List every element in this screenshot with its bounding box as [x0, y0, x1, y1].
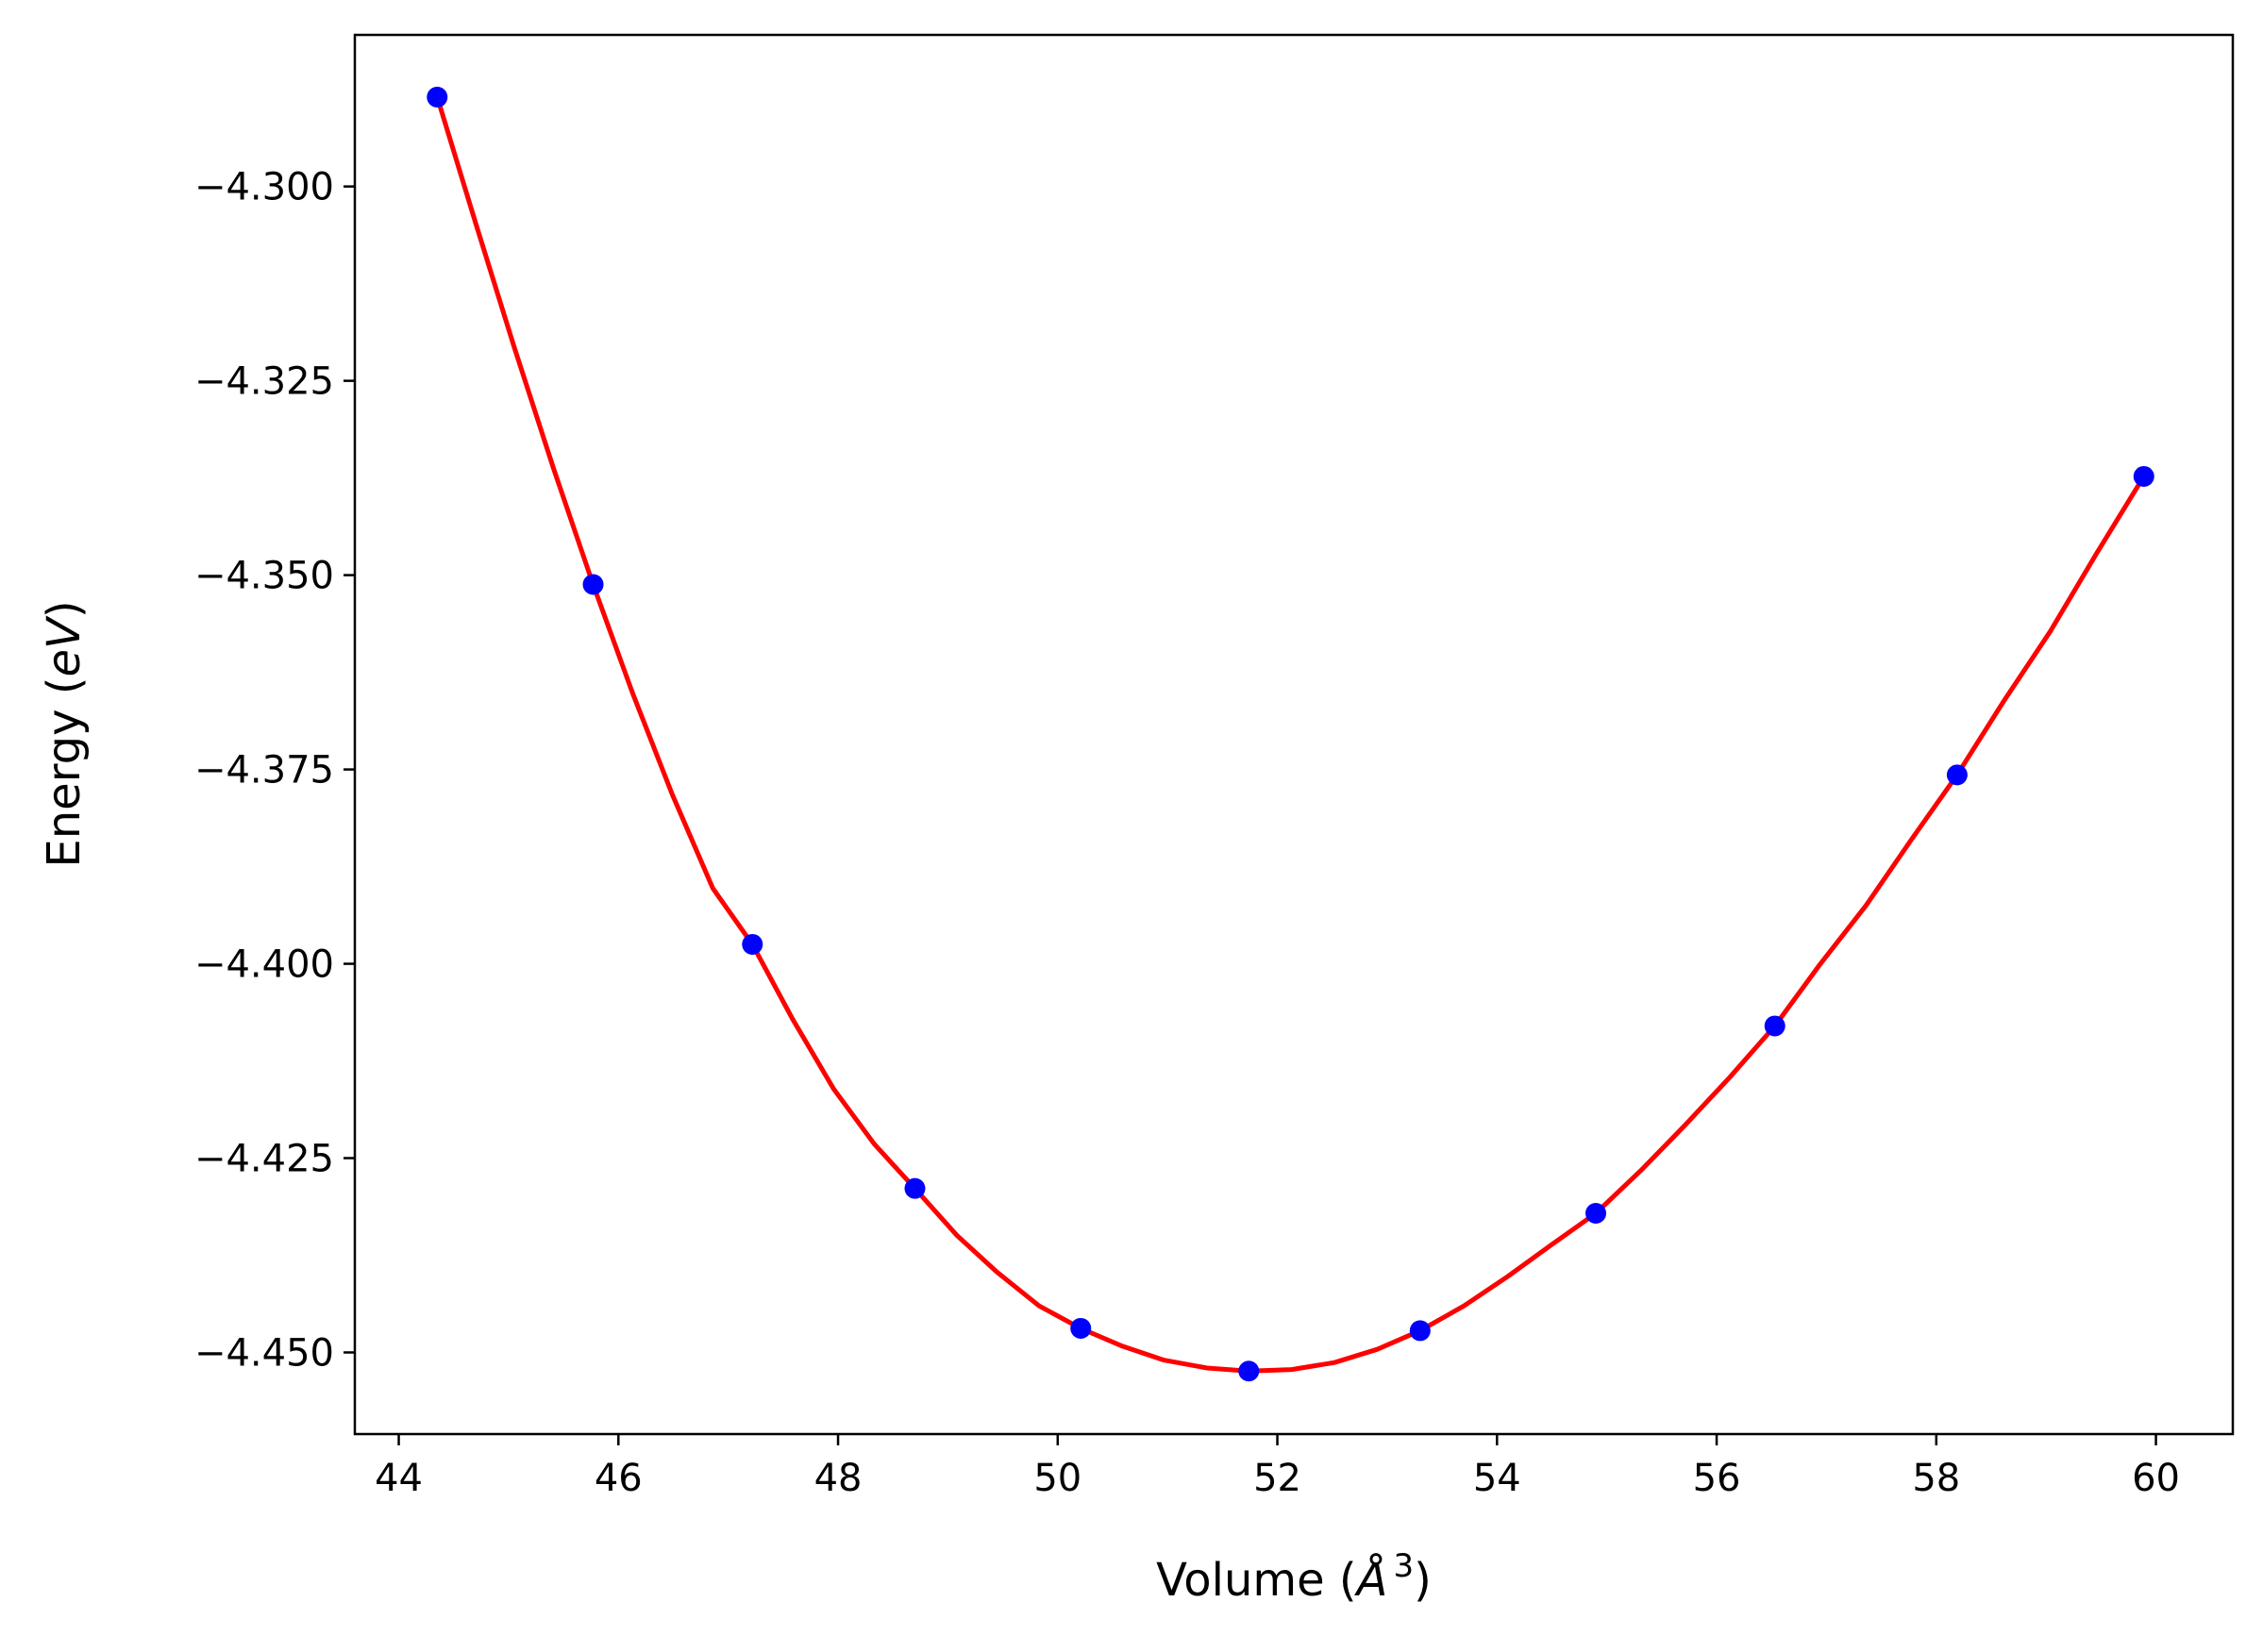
data-point — [1409, 1320, 1431, 1342]
x-axis-title-exponent: 3 — [1393, 1547, 1414, 1585]
data-point — [1238, 1360, 1260, 1382]
y-axis-title: Energy (eV) — [38, 600, 91, 867]
x-tick-label: 56 — [1693, 1457, 1741, 1500]
x-tick-label: 50 — [1033, 1457, 1081, 1500]
x-axis-title-symbol: Å — [1354, 1553, 1388, 1607]
y-tick-label: −4.400 — [194, 943, 334, 987]
x-axis-title: Volume (Å 3) — [1156, 1547, 1432, 1607]
x-axis-title-prefix: Volume ( — [1156, 1554, 1357, 1607]
data-point — [1764, 1015, 1785, 1037]
y-axis-title-prefix: Energy ( — [38, 677, 91, 868]
x-tick-label: 52 — [1253, 1457, 1301, 1500]
data-point — [1585, 1203, 1607, 1225]
x-axis-title-suffix: ) — [1414, 1554, 1432, 1607]
x-tick-label: 44 — [375, 1457, 423, 1500]
data-point — [742, 933, 763, 955]
x-axis-ticks: 44 46 48 50 52 54 56 58 60 — [375, 1434, 2180, 1500]
x-tick-label: 58 — [1912, 1457, 1960, 1500]
plot-frame — [353, 33, 2235, 1436]
y-axis-title-suffix: ) — [38, 600, 91, 618]
x-tick-label: 46 — [595, 1457, 643, 1500]
data-point — [1070, 1317, 1092, 1339]
y-tick-label: −4.375 — [194, 749, 334, 793]
data-points — [427, 86, 2154, 1382]
y-tick-label: −4.300 — [194, 166, 334, 209]
data-point — [427, 86, 448, 108]
x-tick-label: 48 — [814, 1457, 863, 1500]
y-tick-label: −4.450 — [194, 1331, 334, 1375]
y-axis-title-unit: eV — [38, 615, 91, 677]
y-axis-ticks: −4.300 −4.325 −4.350 −4.375 −4.400 −4.425 −4.4… — [194, 166, 355, 1375]
y-tick-label: −4.350 — [194, 555, 334, 598]
data-point — [904, 1177, 926, 1199]
data-point — [2133, 465, 2154, 487]
x-tick-label: 54 — [1473, 1457, 1521, 1500]
data-point — [1946, 764, 1968, 786]
y-tick-label: −4.325 — [194, 360, 334, 404]
plot-area — [427, 86, 2154, 1382]
data-point — [582, 574, 604, 595]
y-tick-label: −4.425 — [194, 1138, 334, 1181]
x-tick-label: 60 — [2132, 1457, 2180, 1500]
